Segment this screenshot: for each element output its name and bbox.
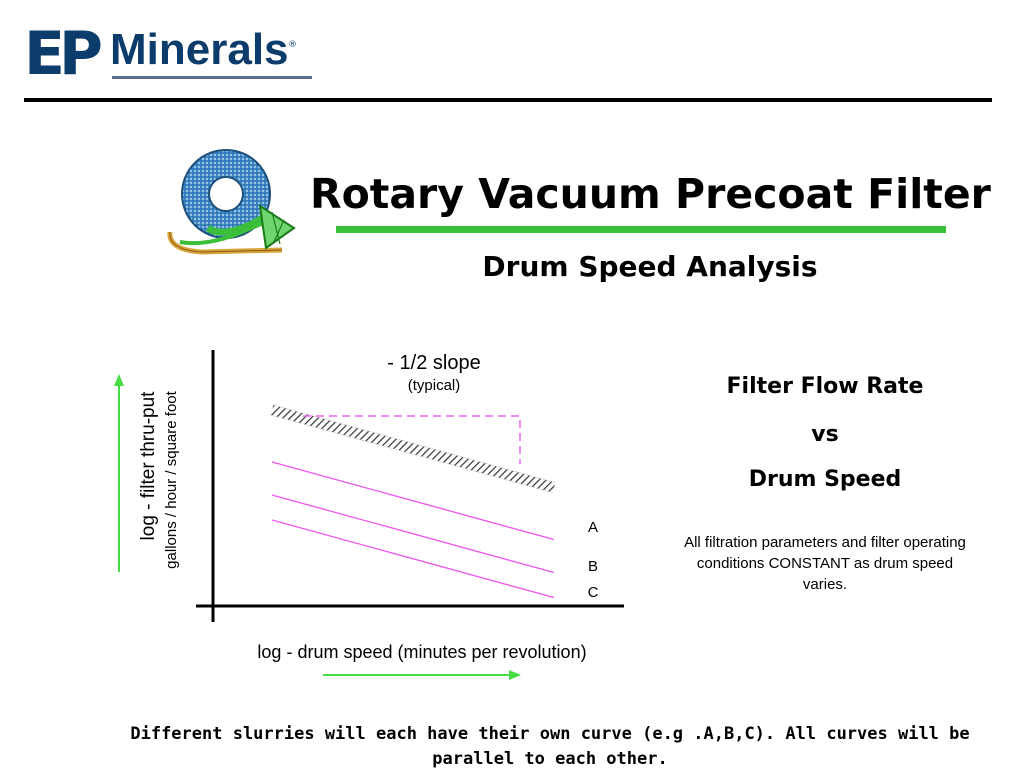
slope-note: (typical) [408, 377, 461, 394]
ep-minerals-logo: EP Minerals ® [24, 18, 312, 89]
title-underline [336, 226, 946, 233]
series-line-c [271, 519, 555, 599]
series-label-a: A [588, 519, 598, 536]
series-label-c: C [588, 584, 599, 601]
series-layer [270, 404, 556, 599]
y-axis-label: log - filter thru-put [138, 391, 159, 541]
side-heading-drum-speed: Drum Speed [748, 467, 902, 492]
green-arrow-icon [323, 670, 521, 680]
side-heading-vs: vs [811, 422, 839, 447]
series-label-b: B [588, 558, 598, 575]
side-heading-flow-rate: Filter Flow Rate [726, 374, 924, 399]
side-note: All filtration parameters and filter ope… [684, 534, 966, 593]
green-arrow-icon [114, 374, 124, 572]
logo-underline [112, 76, 312, 79]
slope-annotation: - 1/2 slope [387, 352, 480, 374]
rotary-filter-emblem-icon [167, 149, 296, 255]
footer-note: Different slurries will each have their … [130, 724, 970, 769]
logo-wordmark: Minerals [110, 25, 289, 74]
slide-subtitle: Drum Speed Analysis [482, 250, 818, 283]
series-line-reference [270, 405, 556, 493]
y-axis-units: gallons / hour / square foot [163, 390, 180, 568]
series-line-a [271, 461, 555, 541]
header-rule [24, 98, 992, 102]
x-axis-label: log - drum speed (minutes per revolution… [257, 642, 586, 662]
slope-guide [303, 415, 521, 464]
logo-registered-mark: ® [288, 40, 297, 50]
series-line-b [271, 494, 555, 574]
logo-mark: EP [24, 19, 103, 89]
slide-title: Rotary Vacuum Precoat Filter [310, 170, 991, 218]
